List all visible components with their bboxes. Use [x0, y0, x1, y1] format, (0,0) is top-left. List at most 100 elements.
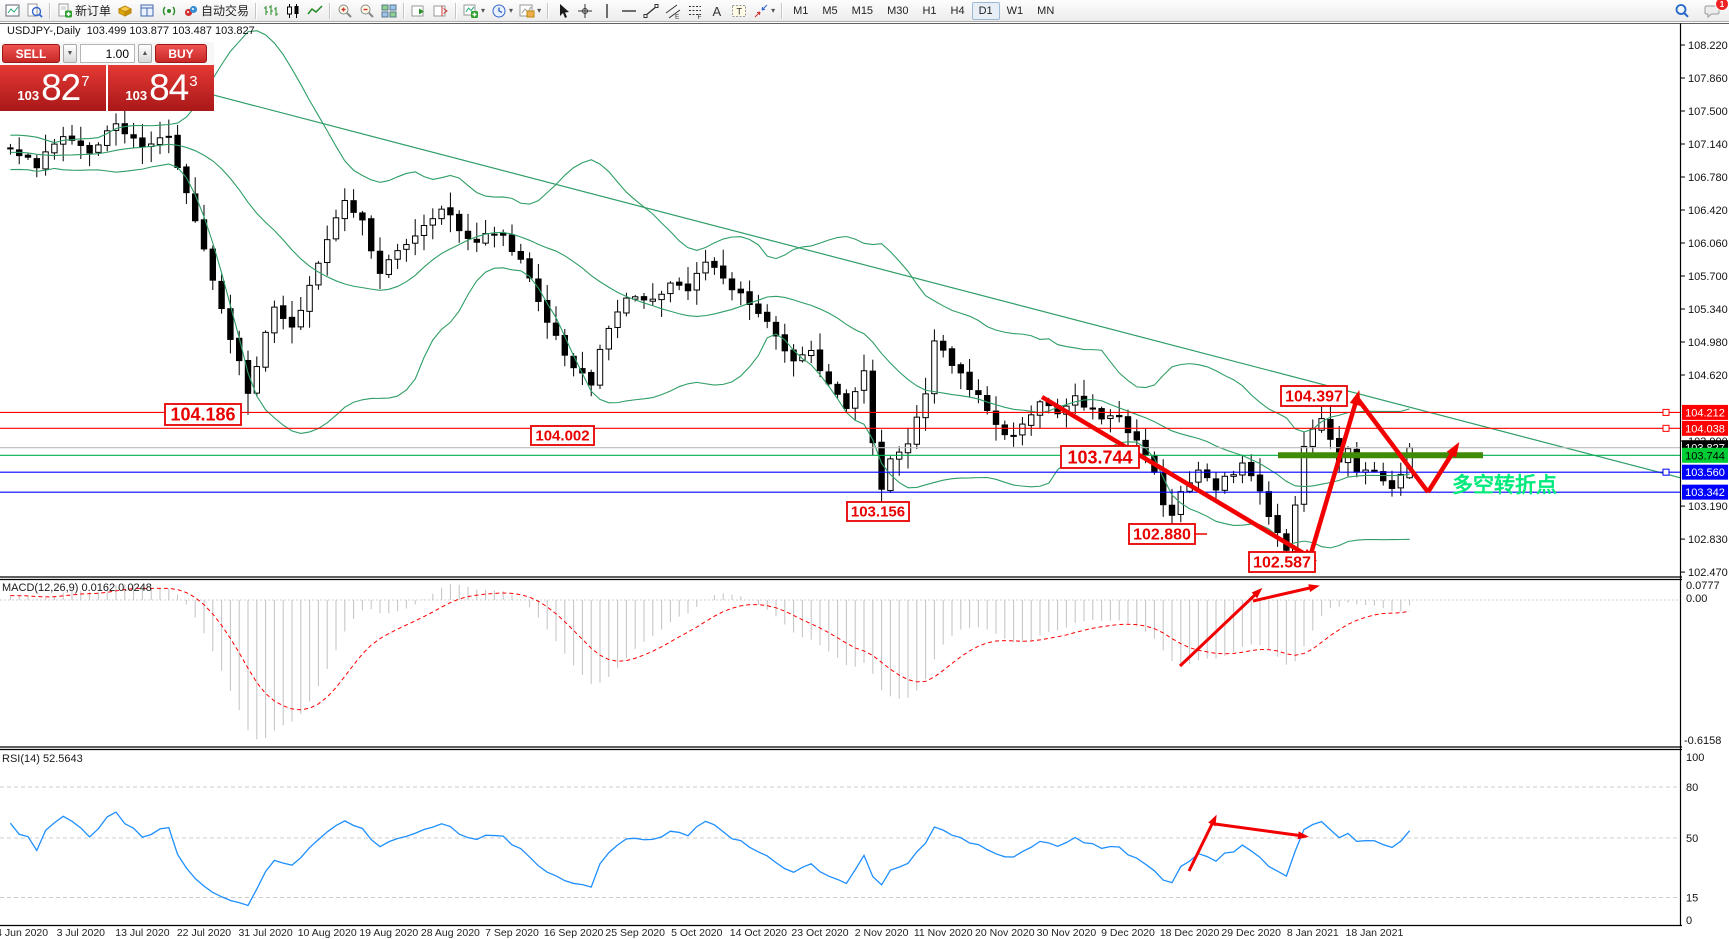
buy-price-main: 84 [149, 67, 189, 108]
sell-button[interactable]: SELL [2, 44, 60, 63]
svg-text:22 Jul 2020: 22 Jul 2020 [177, 927, 231, 939]
trendline-button[interactable] [640, 1, 662, 20]
trend-arrow[interactable] [1214, 822, 1304, 838]
svg-text:0: 0 [1686, 915, 1692, 927]
horizontal-level-lines[interactable] [0, 411, 1680, 493]
svg-text:102.880: 102.880 [1133, 527, 1191, 544]
text-label-button[interactable]: T [728, 1, 750, 20]
search-button[interactable] [1671, 1, 1693, 20]
tile-windows-button[interactable] [378, 1, 400, 20]
timeframe-m1-button[interactable]: M1 [786, 2, 815, 20]
price-callout[interactable]: 104.002 [530, 425, 595, 446]
toolbar-button-label: 新订单 [75, 4, 112, 18]
trend-arrow[interactable] [1040, 395, 1312, 559]
timeframe-m5-button[interactable]: M5 [815, 2, 844, 20]
trend-arrow[interactable] [1355, 396, 1430, 494]
chart-shift-button[interactable] [430, 1, 452, 20]
chart-window-button[interactable] [2, 1, 24, 20]
arrows-button[interactable]: ▾ [750, 1, 778, 20]
arrowhead [1251, 587, 1263, 599]
cursor-button[interactable] [552, 1, 574, 20]
price-callout[interactable]: 102.587 [1248, 551, 1316, 573]
preview-button[interactable] [24, 1, 46, 20]
trend-arrow[interactable] [1307, 397, 1360, 558]
svg-text:106.780: 106.780 [1688, 172, 1728, 184]
text-button[interactable]: A [706, 1, 728, 20]
timeframe-m15-button[interactable]: M15 [845, 2, 880, 20]
candlestick-button[interactable] [282, 1, 304, 20]
descending-trendline[interactable] [186, 87, 1681, 479]
arrowhead [1308, 584, 1320, 593]
timeframe-h1-button[interactable]: H1 [915, 2, 943, 20]
macd-scale-top: 0.0777 [1686, 580, 1720, 592]
rsi-line [9, 811, 1411, 907]
autotrading-icon [183, 3, 199, 19]
timeframe-mn-button[interactable]: MN [1030, 2, 1061, 20]
trend-arrow[interactable] [1252, 585, 1315, 603]
new-order-button[interactable]: 新订单 [54, 1, 114, 20]
periods-button[interactable]: ▾ [488, 1, 516, 20]
buy-price-display[interactable]: 103 84 3 [108, 65, 214, 111]
trend-arrow[interactable] [1187, 819, 1216, 872]
buy-button[interactable]: BUY [155, 44, 207, 63]
indicators-button[interactable]: ▾ [460, 1, 488, 20]
crosshair-button[interactable] [574, 1, 596, 20]
svg-text:105.340: 105.340 [1688, 304, 1728, 316]
svg-text:102.830: 102.830 [1688, 534, 1728, 546]
timeframe-h4-button[interactable]: H4 [944, 2, 972, 20]
price-callout[interactable]: 103.744 [1060, 445, 1140, 469]
bar-chart-button[interactable] [260, 1, 282, 20]
trend-arrow[interactable] [1426, 447, 1457, 494]
signals-button[interactable] [158, 1, 180, 20]
svg-text:103.744: 103.744 [1067, 448, 1132, 468]
svg-text:14 Oct 2020: 14 Oct 2020 [730, 927, 787, 939]
price-callout[interactable]: 104.397 [1280, 385, 1348, 407]
date-axis[interactable]: 24 Jun 2020 3 Jul 2020 13 Jul 2020 22 Jul 2… [0, 927, 1403, 939]
volume-input[interactable] [80, 44, 135, 63]
price-axis[interactable]: 108.220 107.860 107.500 107.140 106.780 106.4… [1680, 40, 1728, 927]
tile-windows-icon [381, 3, 397, 19]
price-callout[interactable]: 102.880 [1128, 523, 1207, 545]
zoom-in-button[interactable] [334, 1, 356, 20]
templates-button[interactable]: ▾ [516, 1, 544, 20]
svg-text:30 Nov 2020: 30 Nov 2020 [1037, 927, 1097, 939]
sell-price-display[interactable]: 103 82 7 [0, 65, 106, 111]
chat-button[interactable]: 1 [1701, 0, 1729, 20]
horizontal-line-button[interactable] [618, 1, 640, 20]
equidistant-channel-button[interactable]: E [662, 1, 684, 20]
svg-text:11 Nov 2020: 11 Nov 2020 [914, 927, 973, 939]
svg-text:18 Jan 2021: 18 Jan 2021 [1345, 927, 1403, 939]
svg-text:9 Dec 2020: 9 Dec 2020 [1101, 927, 1155, 939]
chevron-down-icon: ▾ [481, 5, 486, 15]
timeframe-w1-button[interactable]: W1 [1000, 2, 1031, 20]
fibonacci-button[interactable]: F [684, 1, 706, 20]
svg-text:28 Aug 2020: 28 Aug 2020 [421, 927, 480, 939]
zoom-group [334, 1, 400, 20]
vertical-line-button[interactable] [596, 1, 618, 20]
data-window-button[interactable] [136, 1, 158, 20]
sell-price-pip: 7 [81, 73, 90, 90]
timeframe-d1-button[interactable]: D1 [971, 1, 1000, 20]
chart-type-group [260, 1, 326, 20]
autotrading-button[interactable]: 自动交易 [180, 1, 252, 20]
svg-text:5 Oct 2020: 5 Oct 2020 [671, 927, 723, 939]
svg-text:29 Dec 2020: 29 Dec 2020 [1221, 927, 1281, 939]
bar-chart-icon [263, 3, 279, 19]
toolbar-separator [329, 2, 332, 19]
auto-scroll-button[interactable] [408, 1, 430, 20]
svg-text:16 Sep 2020: 16 Sep 2020 [544, 927, 604, 939]
volume-decrease-button[interactable]: ▼ [63, 44, 77, 63]
turning-point-note[interactable]: 多空转折点 [1452, 473, 1557, 497]
svg-text:24 Jun 2020: 24 Jun 2020 [0, 927, 48, 939]
crosshair-icon [577, 3, 593, 19]
price-callout[interactable]: 103.156 [846, 501, 910, 522]
price-callout[interactable]: 104.186 [164, 403, 242, 426]
line-chart-button[interactable] [304, 1, 326, 20]
volume-increase-button[interactable]: ▲ [138, 44, 152, 63]
arrows-icon [753, 3, 769, 19]
trend-arrow[interactable] [1178, 590, 1260, 668]
history-center-button[interactable] [114, 1, 136, 20]
timeframe-m30-button[interactable]: M30 [880, 2, 915, 20]
zoom-out-button[interactable] [356, 1, 378, 20]
